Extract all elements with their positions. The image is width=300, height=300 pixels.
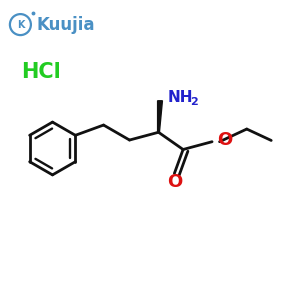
Polygon shape (158, 101, 162, 132)
Text: HCl: HCl (21, 62, 61, 82)
Text: 2: 2 (190, 97, 198, 107)
Text: O: O (167, 173, 182, 191)
Text: O: O (218, 131, 233, 149)
Text: NH: NH (167, 90, 193, 105)
Text: K: K (17, 20, 24, 30)
Text: Kuujia: Kuujia (36, 16, 95, 34)
